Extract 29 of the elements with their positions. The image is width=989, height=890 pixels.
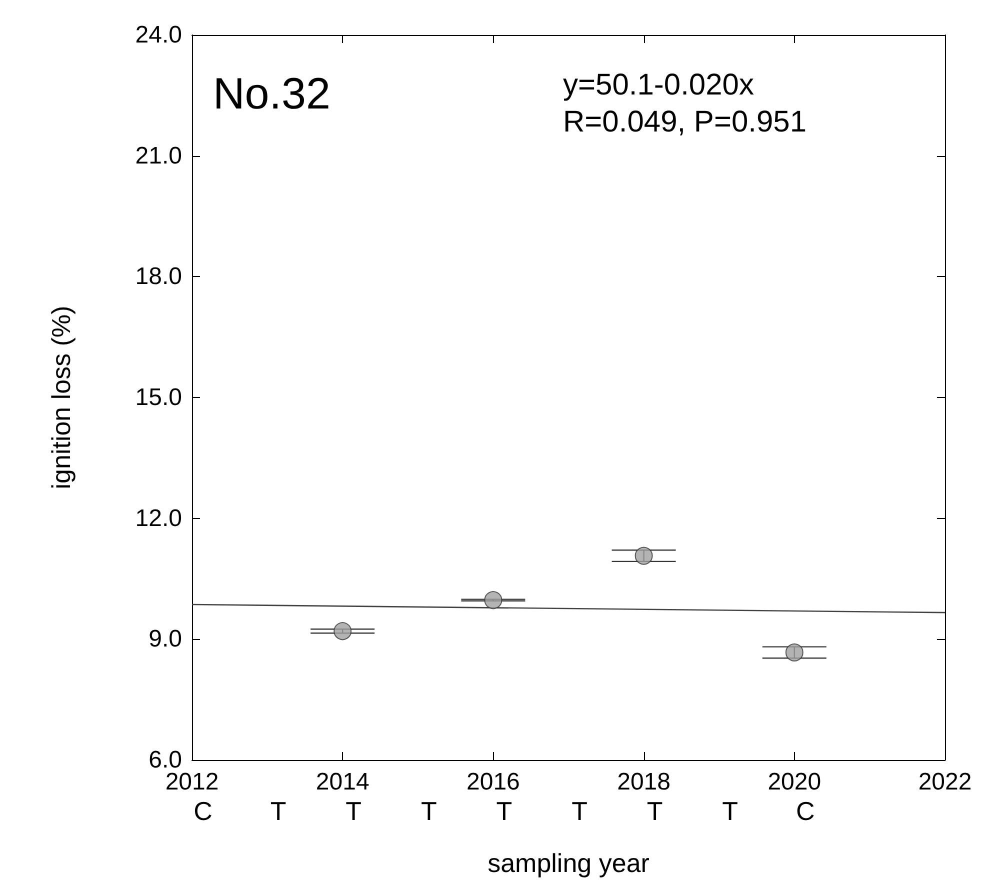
x-tick-label: 2016: [466, 768, 520, 796]
x-tick-label: 2014: [316, 768, 370, 796]
y-tick-label: 24.0: [135, 22, 182, 48]
point: [334, 622, 352, 640]
point: [785, 643, 804, 662]
annotation: y=50.1-0.020x: [563, 68, 754, 102]
y-tick-label: 18.0: [135, 263, 182, 290]
y-tick-label: 21.0: [135, 142, 182, 170]
y-tick-label: 9.0: [148, 626, 182, 653]
text: T: [572, 796, 588, 826]
text: T: [346, 796, 362, 826]
annotation: R=0.049, P=0.951: [563, 106, 807, 138]
x-tick-label: 2018: [617, 768, 670, 796]
x-tick-label: 2020: [768, 768, 822, 796]
text: T: [722, 796, 738, 826]
y-tick-label: 15.0: [135, 384, 182, 411]
text: T: [496, 796, 512, 826]
text: C: [796, 796, 815, 826]
text: T: [646, 796, 663, 826]
text: T: [270, 796, 286, 826]
text: T: [420, 796, 437, 826]
point: [484, 591, 502, 610]
x-tick-label: 2022: [918, 768, 972, 796]
text: No.32: [213, 70, 330, 118]
y-axis-title: ignition loss (%): [46, 306, 76, 490]
text: C: [194, 796, 212, 826]
y-tick-label: 12.0: [135, 504, 182, 532]
point: [634, 546, 653, 565]
x-axis-title: sampling year: [488, 848, 650, 878]
